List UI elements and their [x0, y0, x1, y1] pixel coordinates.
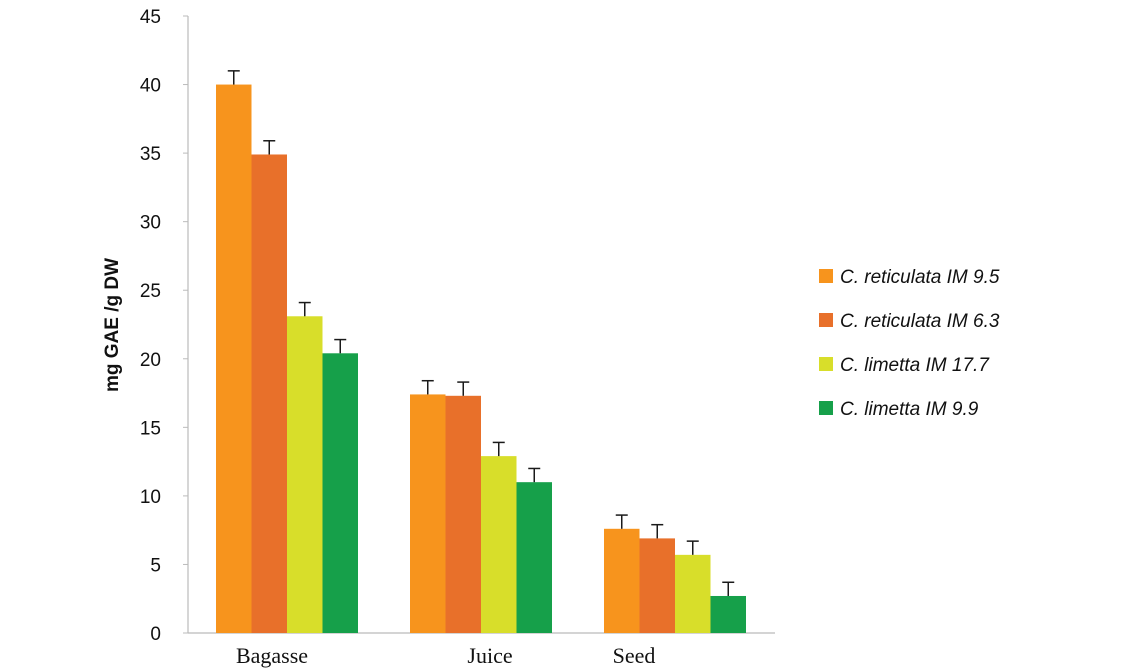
bar	[604, 528, 640, 633]
y-axis-label: mg GAE /g DW	[102, 258, 123, 392]
y-tick-label: 40	[140, 76, 161, 97]
legend-label: C. limetta IM 9.9	[840, 399, 979, 420]
legend-swatch	[819, 313, 833, 327]
x-tick-label: Bagasse	[236, 643, 308, 668]
legend: C. reticulata IM 9.5 C. reticulata IM 6.3…	[819, 267, 1000, 420]
bar	[516, 482, 552, 633]
bar	[216, 84, 252, 634]
y-tick-label: 30	[140, 213, 161, 234]
bar	[675, 554, 711, 633]
y-tick-label: 35	[140, 144, 161, 165]
legend-label: C. reticulata IM 9.5	[840, 267, 1000, 288]
y-tick-label: 10	[140, 487, 161, 508]
bar	[322, 353, 358, 633]
bars	[216, 84, 746, 634]
bar	[251, 154, 287, 633]
legend-label: C. limetta IM 17.7	[840, 355, 990, 376]
bar	[639, 538, 675, 633]
legend-swatch	[819, 269, 833, 283]
y-axis-ticks: 0 5 10 15 20 25 30 35 40 45	[140, 7, 188, 645]
y-tick-label: 20	[140, 350, 161, 371]
y-tick-label: 0	[150, 624, 161, 645]
bar	[710, 595, 746, 633]
y-tick-label: 45	[140, 7, 161, 28]
bar	[410, 394, 446, 633]
legend-swatch	[819, 357, 833, 371]
legend-label: C. reticulata IM 6.3	[840, 311, 1000, 332]
x-tick-label: Seed	[613, 643, 656, 668]
x-axis-ticks: Bagasse Juice Seed	[236, 643, 655, 668]
error-bars	[227, 70, 735, 596]
y-tick-label: 15	[140, 418, 161, 439]
bar	[287, 316, 323, 633]
x-tick-label: Juice	[467, 643, 512, 668]
legend-swatch	[819, 401, 833, 415]
bar	[481, 456, 517, 633]
y-tick-label: 5	[150, 555, 161, 576]
bar	[445, 395, 481, 633]
y-tick-label: 25	[140, 281, 161, 302]
